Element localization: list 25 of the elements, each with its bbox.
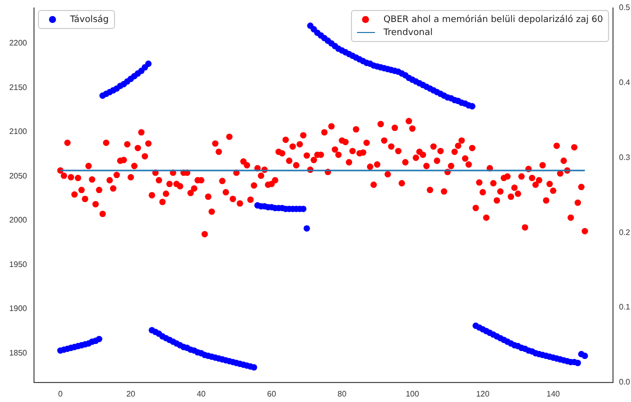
y-tick-label: 1950 bbox=[9, 260, 28, 269]
x-tick-label: 60 bbox=[267, 389, 277, 398]
x-tick-label: 100 bbox=[406, 389, 420, 398]
y2-tick-label: 0.5 bbox=[619, 3, 631, 12]
y2-tick-label: 0.4 bbox=[619, 78, 631, 88]
legend-label: QBER ahol a memórián belüli depolarizáló zaj 60 bbox=[383, 14, 603, 24]
legend-label: Trendvonal bbox=[383, 28, 433, 38]
y-tick-label: 2150 bbox=[9, 82, 28, 92]
y2-tick-label: 0.3 bbox=[619, 152, 631, 162]
legend-label: Távolság bbox=[70, 14, 109, 24]
y2-tick-label: 0.1 bbox=[619, 302, 631, 312]
y2-tick-label: 0.2 bbox=[619, 228, 631, 237]
y-tick-label: 1850 bbox=[9, 348, 28, 358]
x-tick-label: 120 bbox=[476, 389, 490, 398]
y-tick-label: 2100 bbox=[9, 127, 28, 136]
x-tick-label: 20 bbox=[126, 389, 136, 398]
x-tick-label: 0 bbox=[58, 389, 64, 398]
y-tick-label: 2000 bbox=[9, 216, 28, 225]
y-tick-label: 2200 bbox=[9, 38, 28, 48]
y2-tick-label: 0.0 bbox=[619, 378, 631, 387]
x-tick-label: 80 bbox=[338, 389, 347, 398]
x-tick-label: 140 bbox=[546, 389, 560, 398]
y-tick-label: 1900 bbox=[9, 304, 28, 314]
x-tick-label: 40 bbox=[196, 389, 206, 398]
y-tick-label: 2050 bbox=[9, 171, 28, 180]
